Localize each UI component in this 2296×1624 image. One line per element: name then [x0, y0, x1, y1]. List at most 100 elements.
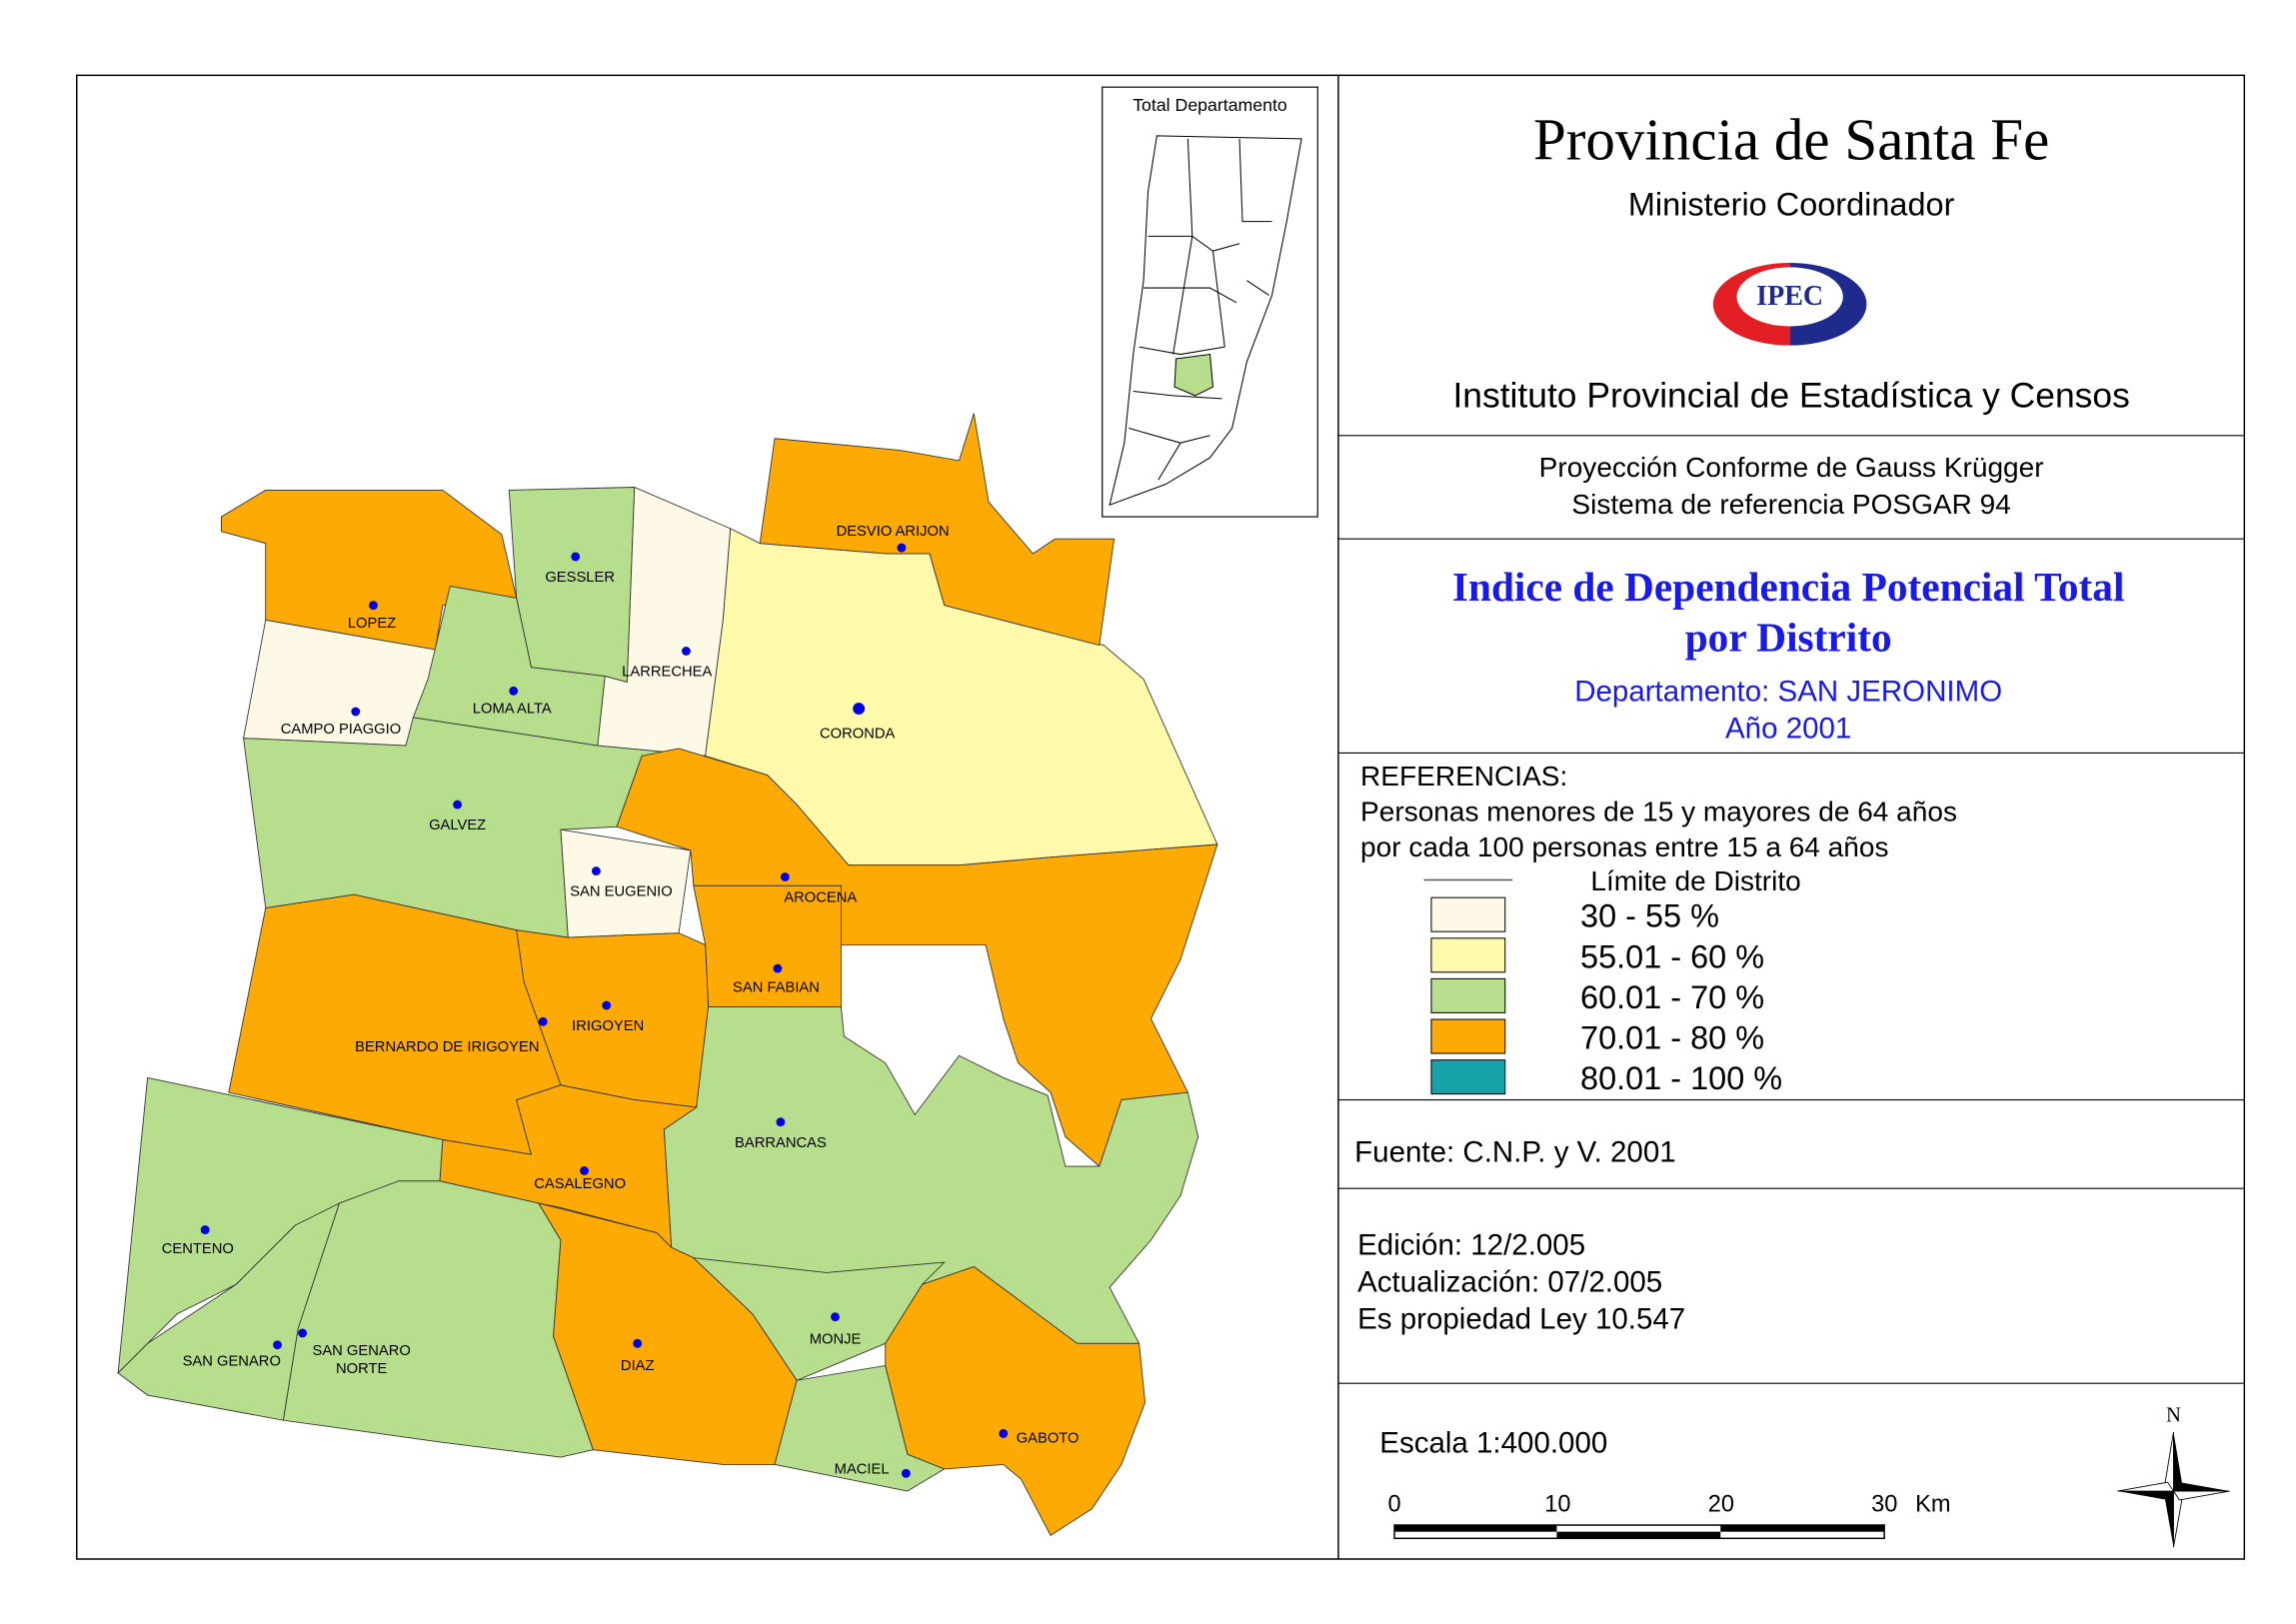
legend-label: 60.01 - 70 % [1580, 979, 1764, 1015]
district-area [759, 413, 1116, 647]
district-label: AROCENA [784, 890, 857, 906]
inset-highlight [1173, 353, 1214, 397]
district-label: DIAZ [621, 1358, 655, 1374]
scale-label: Escala 1:400.000 [1379, 1427, 1607, 1460]
district-seat [901, 1468, 911, 1478]
district-seat [780, 872, 790, 881]
scale-ticks: 0 10 20 30 [1387, 1492, 1897, 1518]
district-label: LOPEZ [348, 616, 396, 632]
references-heading: REFERENCIAS: [1360, 761, 1567, 792]
district-seat [591, 866, 601, 876]
legend-label: 80.01 - 100 % [1580, 1060, 1782, 1096]
district-seat [298, 1328, 308, 1338]
district-seat [682, 647, 691, 656]
year: Año 2001 [1725, 713, 1851, 746]
scale-tick-label: 30 [1871, 1492, 1897, 1518]
arrow-part [2172, 1490, 2230, 1501]
district-seat [580, 1166, 590, 1175]
district-label: DESVIO ARIJON [837, 524, 950, 540]
projection-line: Proyección Conforme de Gauss Krügger [1539, 452, 2044, 483]
scale-segment [1394, 1525, 1557, 1532]
legend-label: 30 - 55 % [1580, 898, 1719, 934]
district-label: GABOTO [1017, 1430, 1080, 1446]
arrow-part [2117, 1491, 2174, 1500]
scale-segment [1556, 1531, 1721, 1539]
district-area [220, 490, 518, 651]
north-arrow: N [2117, 1405, 2230, 1548]
legend-swatch [1430, 896, 1506, 932]
projection-line: Sistema de referencia POSGAR 94 [1571, 489, 2010, 520]
district-label: SAN GENARO [313, 1343, 411, 1359]
edition-line: Es propiedad Ley 10.547 [1357, 1303, 1685, 1336]
district-seat [602, 1000, 612, 1010]
district-seat [538, 1016, 548, 1026]
district-label: BERNARDO DE IRIGOYEN [355, 1039, 539, 1055]
district-seat [831, 1312, 840, 1322]
north-label: N [2166, 1405, 2181, 1427]
logo-center [1736, 267, 1843, 327]
district-label: CASALEGNO [534, 1176, 626, 1192]
scale-tick-label: 0 [1387, 1492, 1400, 1518]
district-seat [571, 552, 581, 562]
boundary-label: Límite de Distrito [1590, 865, 1800, 896]
scale-bar [1393, 1524, 1885, 1540]
legend-label: 55.01 - 60 % [1580, 938, 1764, 974]
district-label: BARRANCAS [735, 1135, 827, 1151]
logo: IPEC [1712, 262, 1867, 346]
map-title: Indice de Dependencia Potencial Total [1452, 564, 2125, 610]
district-label: CENTENO [162, 1241, 234, 1257]
district-seat [897, 543, 907, 553]
department: Departamento: SAN JERONIMO [1574, 676, 2002, 709]
district-seat [273, 1340, 282, 1350]
inset-province [1109, 135, 1302, 507]
district-label: GESSLER [545, 570, 615, 586]
district-seat [853, 703, 866, 715]
inset-boundaries [1129, 138, 1272, 481]
legend-swatch [1430, 1059, 1506, 1095]
district-seat [453, 800, 463, 810]
district-seat [369, 601, 378, 611]
edition-line: Actualización: 07/2.005 [1357, 1266, 1662, 1299]
legend-swatch [1430, 977, 1506, 1013]
district-seat [999, 1429, 1009, 1438]
district-label: LOMA ALTA [473, 702, 552, 718]
subtitle: Ministerio Coordinador [1628, 187, 1955, 223]
map-title: por Distrito [1685, 614, 1892, 660]
district-label: SAN EUGENIO [570, 884, 672, 900]
scale-unit: Km [1915, 1492, 1950, 1518]
district-seat [776, 1117, 786, 1127]
district-label: CAMPO PIAGGIO [281, 722, 401, 738]
district-label: CORONDA [820, 727, 896, 743]
arrow-part [2173, 1431, 2183, 1492]
district-seat [200, 1225, 210, 1234]
source: Fuente: C.N.P. y V. 2001 [1354, 1136, 1675, 1169]
district-area [885, 1266, 1146, 1536]
district-label: MACIEL [835, 1461, 890, 1477]
districts: LOPEZ CAMPO PIAGGIO GESSLER LOMA ALTA LARREC… [117, 413, 1218, 1536]
legend-swatch [1430, 1018, 1506, 1054]
legend-label: 70.01 - 80 % [1580, 1020, 1764, 1056]
logo-text: IPEC [1756, 281, 1823, 312]
district-seat [773, 963, 783, 973]
district-label: SAN FABIAN [733, 980, 820, 996]
references-description: Personas menores de 15 y mayores de 64 a… [1360, 796, 1957, 826]
references-description: por cada 100 personas entre 15 a 64 años [1360, 831, 1888, 862]
district-seat [351, 707, 361, 717]
district-label: MONJE [810, 1331, 862, 1347]
district-label: SAN GENARO [183, 1353, 281, 1369]
scale-segment [1720, 1525, 1885, 1532]
scale-tick-label: 10 [1544, 1492, 1570, 1518]
panel-separators [1337, 435, 2245, 1384]
arrow-part [2164, 1491, 2174, 1548]
title: Provincia de Santa Fe [1533, 107, 2049, 173]
district-label: NORTE [336, 1361, 388, 1377]
legend-swatch [1430, 937, 1506, 973]
district-label: LARRECHEA [622, 665, 712, 681]
inset-title: Total Departamento [1133, 95, 1287, 115]
district-label: IRIGOYEN [572, 1018, 644, 1034]
province-outline [1109, 135, 1302, 507]
district-seat [509, 686, 519, 696]
district-seat [633, 1338, 643, 1348]
